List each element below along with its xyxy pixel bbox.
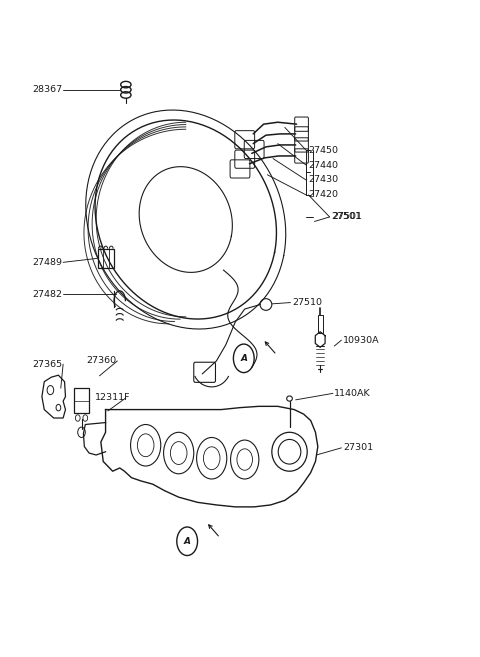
Text: 10930A: 10930A: [343, 336, 380, 345]
Text: 1140AK: 1140AK: [335, 389, 371, 398]
Text: 27450: 27450: [308, 146, 338, 154]
Text: 27501: 27501: [332, 212, 362, 221]
Text: 27440: 27440: [308, 160, 338, 170]
Text: 27301: 27301: [343, 443, 373, 453]
Text: 27360: 27360: [87, 357, 117, 365]
Text: A: A: [184, 537, 191, 546]
Text: A: A: [240, 354, 247, 363]
Text: 27430: 27430: [308, 175, 338, 185]
Text: 12311F: 12311F: [95, 394, 131, 402]
Text: 27420: 27420: [308, 191, 338, 199]
Text: 27489: 27489: [33, 258, 62, 267]
Text: 27510: 27510: [292, 298, 322, 307]
Text: 27482: 27482: [33, 290, 62, 299]
Text: 27365: 27365: [33, 359, 62, 369]
Text: 28367: 28367: [33, 85, 62, 95]
Text: 27501: 27501: [331, 212, 361, 221]
